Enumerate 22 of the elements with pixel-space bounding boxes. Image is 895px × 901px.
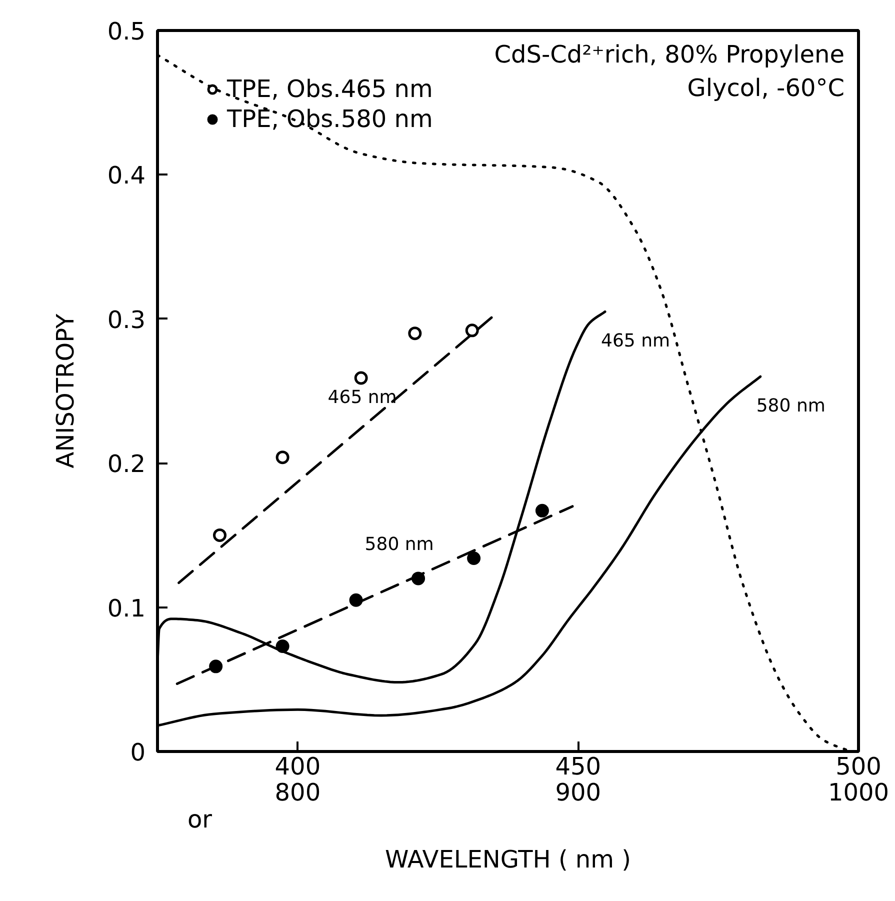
annotation: CdS-Cd²⁺rich, 80% Propylene Glycol, -60°C xyxy=(494,40,845,102)
y-tick-label: 0.3 xyxy=(107,306,146,334)
series-label: 580 nm xyxy=(756,396,826,417)
y-tick-label: 0.1 xyxy=(107,594,146,622)
y-tick-label: 0 xyxy=(130,738,146,766)
x-tick-label: 450 xyxy=(555,752,602,780)
x-axis-title: WAVELENGTH ( nm ) xyxy=(384,846,632,874)
series-label: 465 nm xyxy=(601,330,670,352)
legend-label: TPE, Obs.465 nm xyxy=(227,75,433,103)
series-label: 580 nm xyxy=(364,534,434,556)
y-tick-label: 0.2 xyxy=(107,450,146,478)
series-label: 465 nm xyxy=(328,386,397,408)
x-tick-label: 400 xyxy=(274,752,321,780)
x2-tick-label: 800 xyxy=(274,778,321,806)
x2-tick-label: 900 xyxy=(555,778,602,806)
text: or xyxy=(188,806,212,834)
x2-tick-label: 1000 xyxy=(828,778,890,806)
y-axis-title: ANISOTROPY xyxy=(51,313,80,468)
legend-label: TPE, Obs.580 nm xyxy=(227,105,433,133)
y-tick-label: 0.5 xyxy=(107,18,146,46)
y-tick-label: 0.4 xyxy=(107,162,146,190)
x-tick-label: 500 xyxy=(836,752,882,780)
